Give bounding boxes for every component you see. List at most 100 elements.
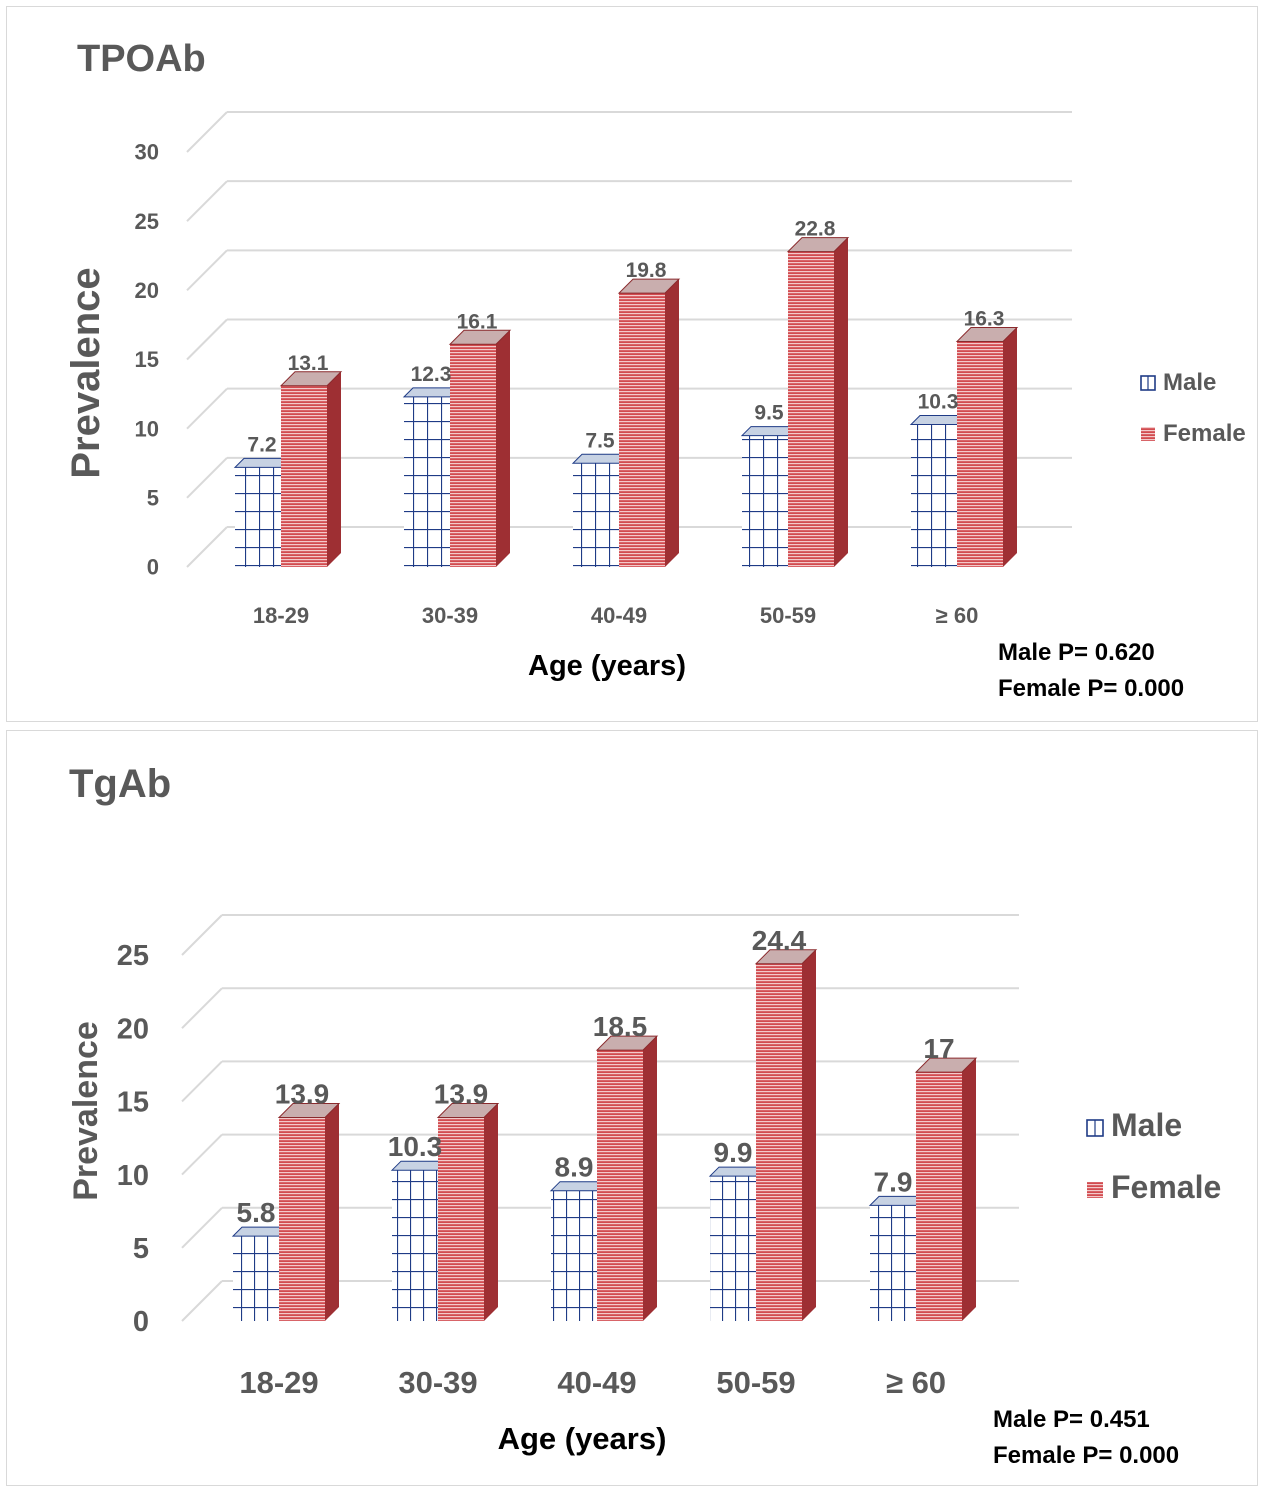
female-value-label: 13.1	[288, 352, 329, 375]
female-bar-top	[279, 371, 343, 387]
legend-female-label: Female	[1111, 1169, 1221, 1205]
gridline-diagonal	[181, 1280, 223, 1322]
gridline-diagonal	[186, 249, 228, 292]
x-category-label: 30-39	[398, 1365, 477, 1400]
tpoab-chart-svg: 0 5 10 15 20 25 30 7.2 13.1 18-29 12.3 16.1 30-39 7.5…	[64, 38, 1246, 702]
male-value-label: 7.2	[247, 433, 276, 456]
chart-title: TPOAb	[77, 38, 206, 80]
gridline-diagonal	[181, 987, 223, 1029]
female-value-label: 17	[923, 1033, 954, 1064]
x-category-label: ≥ 60	[936, 603, 979, 628]
female-bar	[916, 1072, 962, 1321]
x-category-label: 40-49	[591, 603, 647, 628]
y-tick-label: 20	[135, 278, 159, 303]
tgab-chart-svg: 0 5 10 15 20 25 5.8 13.9 18-29 10.3 13.9 30-39 8.9 18…	[67, 762, 1221, 1469]
female-bar-top	[955, 327, 1019, 343]
female-bar	[597, 1050, 643, 1321]
legend-female-swatch	[1141, 427, 1155, 441]
female-bar	[756, 963, 802, 1321]
female-value-label: 18.5	[593, 1011, 648, 1042]
gridline-diagonal	[186, 457, 228, 499]
male-value-label: 8.9	[555, 1152, 594, 1183]
x-axis-label: Age (years)	[498, 1421, 667, 1456]
female-value-label: 24.4	[752, 925, 807, 956]
female-value-label: 16.1	[457, 310, 498, 333]
y-tick-label: 30	[135, 140, 159, 165]
gridline-diagonal	[186, 180, 228, 222]
y-axis-label: Prevalence	[64, 267, 108, 478]
gridline-diagonal	[181, 914, 223, 956]
x-axis-label: Age (years)	[528, 650, 686, 682]
male-value-label: 7.9	[874, 1166, 913, 1197]
female-bar	[619, 293, 665, 567]
p-value-note: Male P= 0.451	[993, 1406, 1150, 1433]
male-bar	[551, 1190, 597, 1321]
female-value-label: 13.9	[434, 1079, 489, 1110]
male-bar	[573, 463, 619, 567]
male-bar	[742, 435, 788, 567]
p-value-note: Male P= 0.620	[998, 639, 1155, 666]
p-value-note: Female P= 0.000	[998, 675, 1184, 702]
x-category-label: 50-59	[716, 1365, 795, 1400]
male-value-label: 7.5	[585, 429, 615, 452]
female-value-label: 22.8	[795, 218, 836, 241]
y-axis-label: Prevalence	[67, 1021, 105, 1201]
chart-title: TgAb	[69, 762, 171, 806]
female-bar-side	[484, 1103, 498, 1321]
gridline-diagonal	[186, 387, 228, 430]
male-bar	[233, 1236, 279, 1321]
gridline-diagonal	[186, 111, 228, 153]
x-category-label: ≥ 60	[886, 1365, 946, 1400]
x-category-label: 30-39	[422, 603, 478, 628]
female-bar	[279, 1117, 325, 1321]
y-tick-label: 10	[117, 1160, 149, 1192]
female-value-label: 16.3	[964, 308, 1005, 331]
y-tick-label: 25	[117, 940, 149, 972]
female-bar-top	[277, 1103, 341, 1119]
x-category-label: 18-29	[239, 1365, 318, 1400]
y-tick-label: 0	[133, 1306, 149, 1338]
male-bar	[911, 424, 957, 567]
y-tick-label: 5	[147, 486, 159, 511]
female-bar-side	[496, 330, 510, 567]
gridline-diagonal	[181, 1207, 223, 1249]
female-value-label: 13.9	[275, 1079, 330, 1110]
male-value-label: 10.3	[918, 391, 959, 414]
female-bar	[450, 344, 496, 567]
gridline-diagonal	[186, 526, 228, 568]
x-category-label: 40-49	[557, 1365, 636, 1400]
p-value-note: Female P= 0.000	[993, 1442, 1179, 1469]
female-bar-side	[643, 1036, 657, 1321]
male-value-label: 9.9	[714, 1137, 753, 1168]
female-bar-side	[962, 1058, 976, 1321]
female-bar	[281, 385, 327, 567]
y-tick-label: 15	[117, 1087, 149, 1119]
gridline-diagonal	[181, 1133, 223, 1176]
x-category-label: 18-29	[253, 603, 309, 628]
y-tick-label: 5	[133, 1233, 149, 1265]
female-bar-side	[327, 371, 341, 567]
male-bar	[710, 1176, 756, 1321]
female-bar-side	[665, 279, 679, 567]
male-value-label: 12.3	[411, 363, 452, 386]
female-bar-side	[802, 949, 816, 1321]
tgab-chart-panel: 0 5 10 15 20 25 5.8 13.9 18-29 10.3 13.9 30-39 8.9 18…	[6, 730, 1258, 1486]
female-bar-side	[325, 1103, 339, 1321]
female-bar-top	[786, 237, 850, 253]
female-bar	[957, 341, 1003, 567]
male-bar	[870, 1205, 916, 1321]
tpoab-chart-panel: 0 5 10 15 20 25 30 7.2 13.1 18-29 12.3 16.1 30-39 7.5…	[6, 6, 1258, 722]
male-bar	[392, 1170, 438, 1321]
male-value-label: 9.5	[754, 402, 784, 425]
gridline-diagonal	[186, 318, 228, 361]
female-bar-side	[1003, 327, 1017, 567]
female-bar-top	[595, 1035, 659, 1051]
y-tick-label: 10	[135, 416, 159, 441]
y-tick-label: 0	[147, 555, 159, 580]
legend-male-label: Male	[1111, 1107, 1182, 1143]
male-bar	[235, 467, 281, 567]
female-bar-top	[914, 1057, 978, 1073]
legend-female-swatch	[1087, 1182, 1103, 1198]
female-bar-side	[834, 237, 848, 567]
legend-female-label: Female	[1163, 420, 1246, 447]
